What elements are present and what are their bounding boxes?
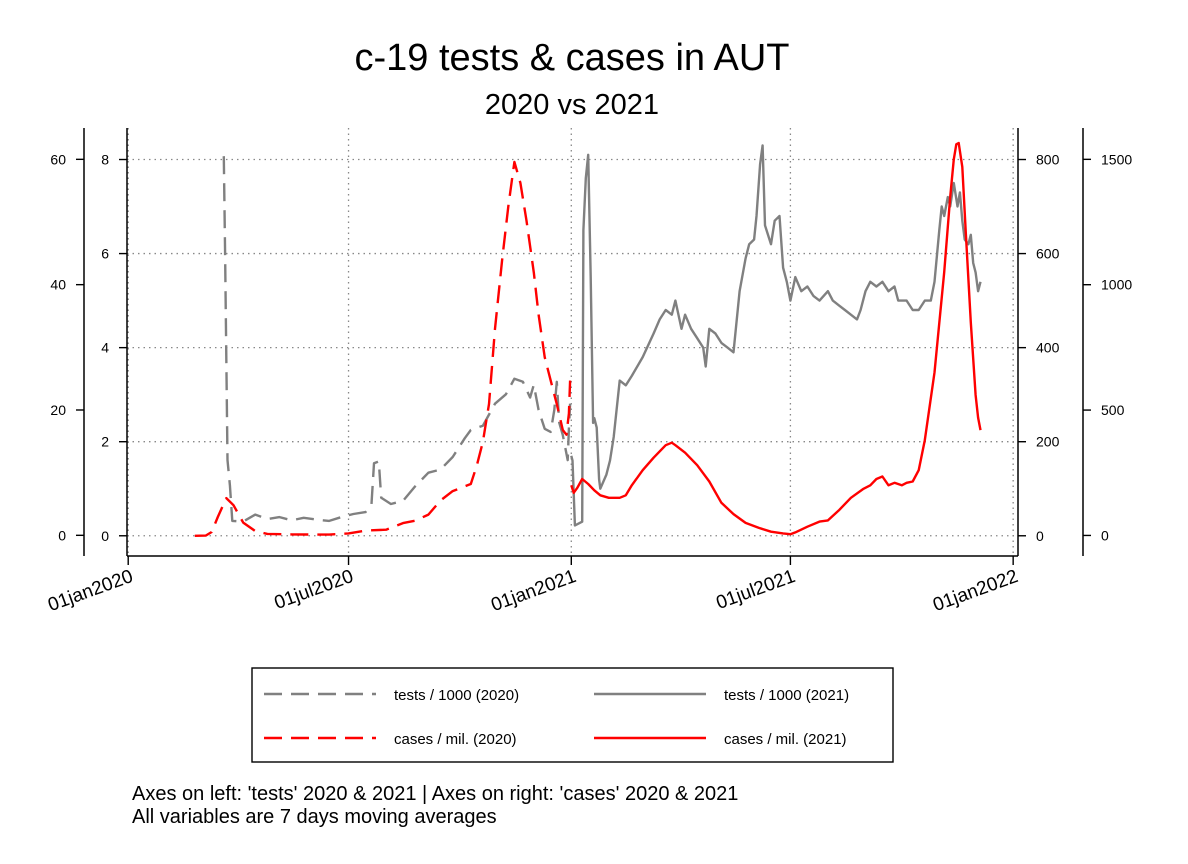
chart-title: c-19 tests & cases in AUT (354, 37, 789, 79)
left-outer-axis-tick-label: 60 (50, 151, 66, 167)
left-inner-axis-tick-label: 0 (101, 528, 109, 544)
legend-label: cases / mil. (2021) (724, 731, 847, 748)
right-inner-axis-tick-label: 400 (1036, 340, 1060, 356)
legend: tests / 1000 (2020) tests / 1000 (2021) ca… (251, 667, 894, 763)
note-line-1: Axes on left: 'tests' 2020 & 2021 | Axes… (132, 783, 738, 805)
x-tick-label: 01jan2021 (488, 566, 579, 616)
right-inner-axis-tick-label: 0 (1036, 528, 1044, 544)
right-outer-axis-tick-label: 1500 (1101, 151, 1132, 167)
left-outer-axis-tick-label: 0 (58, 527, 66, 543)
right-inner-axis-tick-label: 600 (1036, 246, 1060, 262)
right-inner-axis-tick-label: 200 (1036, 434, 1060, 450)
series-line-0 (222, 156, 572, 523)
left-inner-axis-tick-label: 8 (101, 152, 109, 168)
x-tick-label: 01jul2020 (272, 566, 357, 614)
x-tick-label: 01jan2022 (930, 566, 1021, 616)
grid-lines (127, 128, 1018, 556)
left-inner-axis-tick-label: 6 (101, 246, 109, 262)
left-inner-axis-tick-label: 4 (101, 340, 109, 356)
legend-label: tests / 1000 (2021) (724, 687, 849, 704)
right-outer-axis-tick-label: 0 (1101, 527, 1109, 543)
right-inner-axis-tick-label: 800 (1036, 152, 1060, 168)
chart-subtitle: 2020 vs 2021 (485, 89, 659, 121)
series-lines (194, 141, 982, 537)
left-outer-axis-tick-label: 20 (50, 402, 66, 418)
x-tick-label: 01jul2021 (713, 566, 798, 614)
left-outer-axis-tick-label: 40 (50, 277, 66, 293)
series-line-2 (570, 144, 982, 527)
legend-box (251, 667, 894, 763)
right-outer-axis-tick-label: 1000 (1101, 277, 1132, 293)
x-tick-label: 01jan2020 (45, 566, 136, 616)
legend-label: cases / mil. (2020) (394, 731, 517, 748)
series-line-1 (194, 160, 572, 537)
left-inner-axis-tick-label: 2 (101, 434, 109, 450)
series-line-3 (570, 141, 982, 536)
right-outer-axis-tick-label: 500 (1101, 402, 1125, 418)
note-line-2: All variables are 7 days moving averages (132, 806, 497, 828)
legend-label: tests / 1000 (2020) (394, 687, 519, 704)
